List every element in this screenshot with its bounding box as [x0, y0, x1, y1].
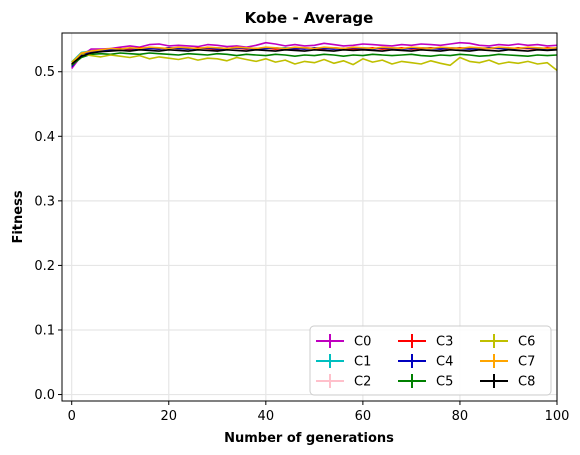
- legend-label: C6: [518, 335, 535, 350]
- chart-title: Kobe - Average: [245, 9, 374, 27]
- y-tick-label: 0.4: [34, 130, 55, 145]
- x-tick-label: 60: [355, 409, 372, 424]
- legend-label: C7: [518, 355, 535, 370]
- x-axis-ticks: 0 20 40 60 80 100: [68, 401, 570, 424]
- legend-box: [310, 326, 551, 395]
- x-tick-label: 100: [545, 409, 570, 424]
- x-tick-label: 0: [68, 409, 76, 424]
- x-tick-label: 80: [452, 409, 469, 424]
- legend-label: C8: [518, 375, 535, 390]
- x-axis-label: Number of generations: [224, 431, 394, 446]
- legend-label: C4: [436, 355, 453, 370]
- legend-label: C1: [354, 355, 371, 370]
- y-tick-label: 0.5: [34, 65, 55, 80]
- legend-label: C3: [436, 335, 453, 350]
- y-tick-label: 0.1: [34, 323, 55, 338]
- x-tick-label: 20: [160, 409, 177, 424]
- legend-label: C5: [436, 375, 453, 390]
- legend-label: C0: [354, 335, 371, 350]
- y-tick-label: 0.3: [34, 194, 55, 209]
- legend-label: C2: [354, 375, 371, 390]
- series-lines: [72, 43, 557, 71]
- y-tick-label: 0.2: [34, 259, 55, 274]
- y-tick-label: 0.0: [34, 388, 55, 403]
- x-tick-label: 40: [258, 409, 275, 424]
- legend: C0 C1 C2 C3 C4 C5 C6 C7 C8: [310, 326, 551, 395]
- y-axis-ticks: 0.0 0.1 0.2 0.3 0.4 0.5: [34, 65, 62, 403]
- y-axis-label: Fitness: [11, 190, 26, 243]
